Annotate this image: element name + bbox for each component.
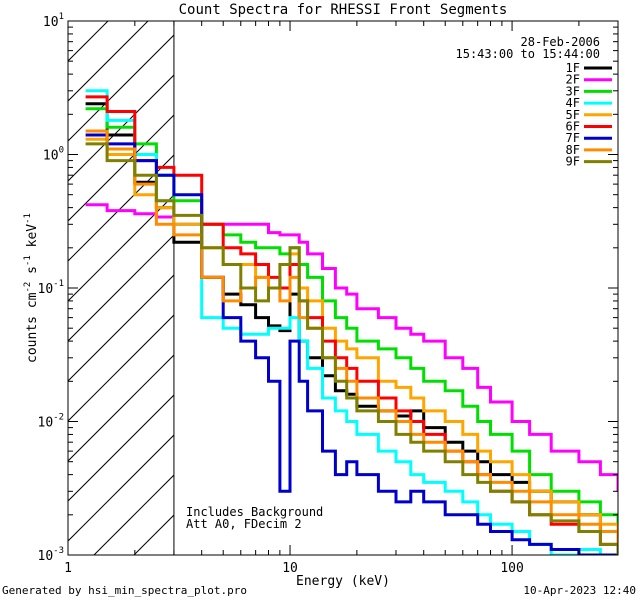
y-tick-label: 101 — [43, 12, 64, 30]
series-line-5F — [85, 137, 618, 532]
x-tick-label: 10 — [282, 561, 298, 576]
series-line-9F — [85, 142, 618, 555]
time-range-label: 15:43:00 to 15:44:00 — [456, 47, 601, 61]
legend-label-5F: 5F — [566, 108, 580, 122]
legend-label-8F: 8F — [566, 143, 580, 157]
hatch-line — [68, 234, 174, 342]
annotation-attenuator: Att A0, FDecim 2 — [186, 517, 302, 531]
series-line-4F — [85, 89, 618, 555]
hatch-line — [68, 74, 174, 182]
series-line-6F — [85, 95, 618, 555]
chart-title: Count Spectra for RHESSI Front Segments — [179, 2, 508, 18]
annotation-background: Includes Background — [186, 505, 323, 519]
y-tick-label: 10-2 — [38, 413, 65, 431]
y-tick-label: 10-1 — [38, 279, 65, 297]
series-line-8F — [85, 129, 618, 545]
date-label: 28-Feb-2006 — [521, 35, 600, 49]
legend-label-2F: 2F — [566, 73, 580, 87]
legend-label-1F: 1F — [566, 61, 580, 75]
legend-label-3F: 3F — [566, 84, 580, 98]
y-tick-label: 100 — [43, 146, 64, 164]
x-axis-label: Energy (keV) — [296, 574, 390, 589]
legend-label-9F: 9F — [566, 155, 580, 169]
legend-label-7F: 7F — [566, 131, 580, 145]
timestamp-text: 10-Apr-2023 12:40 — [523, 584, 636, 597]
legend-label-4F: 4F — [566, 96, 580, 110]
legend-label-6F: 6F — [566, 120, 580, 134]
series-line-3F — [85, 107, 618, 532]
y-axis-label: counts cm-2 s-1 keV-1 — [23, 213, 40, 363]
y-tick-label: 10-3 — [38, 546, 65, 564]
hatch-line — [68, 274, 174, 382]
generated-by-text: Generated by hsi_min_spectra_plot.pro — [2, 584, 247, 597]
hatch-line — [68, 194, 174, 302]
x-tick-label: 100 — [500, 561, 523, 576]
hatch-line — [133, 514, 174, 555]
x-tick-label: 1 — [64, 561, 72, 576]
hatch-line — [68, 394, 174, 502]
hatch-line — [68, 434, 174, 542]
